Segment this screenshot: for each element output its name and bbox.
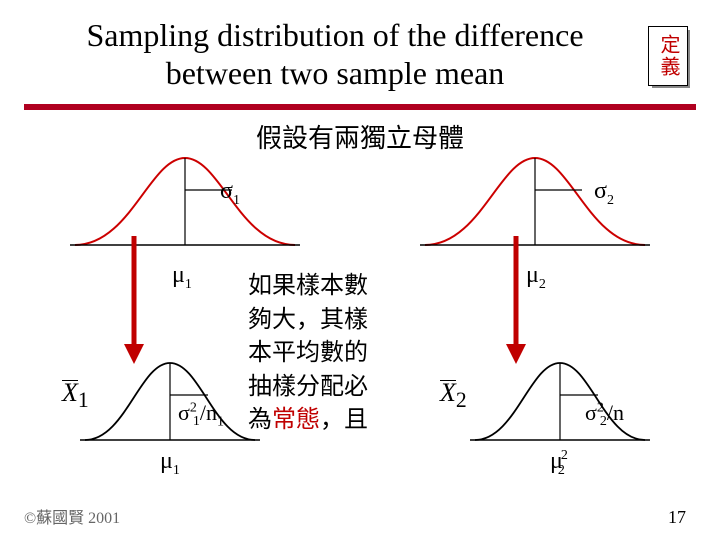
footer-page-number: 17 [668, 507, 686, 528]
center-text: 如果樣本數 夠大，其樣 本平均數的 抽樣分配必 為常態，且 [248, 270, 472, 438]
center-l5a: 為 [248, 407, 272, 433]
arrow-2 [502, 236, 530, 366]
mu1b-sub: 1 [173, 463, 180, 478]
sigma1-label: σ1 [220, 178, 240, 209]
mu1-bot-label: μ1 [160, 448, 180, 479]
sig-sym: σ [585, 400, 597, 425]
slashn: /n [200, 400, 217, 425]
mu2-top-label: μ2 [526, 262, 546, 293]
sigma1-sub: 1 [233, 193, 240, 208]
n-sub: 1 [217, 414, 224, 429]
center-line-3: 本平均數的 [248, 337, 472, 371]
mu-sym: μ [172, 262, 185, 288]
population-curve-2 [420, 150, 650, 260]
sigma-sym: σ [220, 178, 233, 204]
slide: Sampling distribution of the difference … [0, 0, 720, 540]
center-line-2: 夠大，其樣 [248, 304, 472, 338]
sigma21n1-label: σ21/n1 [178, 400, 224, 430]
center-line-5: 為常態，且 [248, 404, 472, 438]
arrow-1 [120, 236, 148, 366]
sigma-sym: σ [594, 178, 607, 204]
sig-sub: 2 [600, 414, 607, 429]
population-curve-1 [70, 150, 300, 260]
definition-box-label: 定義 [648, 26, 688, 86]
sig-sub: 1 [193, 414, 200, 429]
center-line-1: 如果樣本數 [248, 270, 472, 304]
center-l5-highlight: 常態 [272, 407, 320, 433]
sigma2-label: σ2 [594, 178, 614, 209]
sigma22n-label: σ22/n [585, 400, 624, 430]
definition-box: 定義 [648, 26, 688, 86]
mu2b-sup: 2 [561, 448, 568, 463]
slashn: /n [607, 400, 624, 425]
mu1-top-label: μ1 [172, 262, 192, 293]
title-underline [24, 104, 696, 110]
sampling-curve-1 [80, 355, 260, 455]
mu-sym: μ [526, 262, 539, 288]
sigma2-sub: 2 [607, 193, 614, 208]
xbar1-sub: 1 [78, 388, 89, 412]
center-line-4: 抽樣分配必 [248, 371, 472, 405]
slide-title: Sampling distribution of the difference … [40, 16, 630, 93]
footer-copyright: ©蘇國賢 2001 [24, 504, 120, 528]
center-l5b: ，且 [320, 407, 368, 433]
mu1-sub: 1 [185, 277, 192, 292]
x-sym: X [62, 378, 78, 407]
mu2-sub: 2 [539, 277, 546, 292]
mu-sym: μ [160, 448, 173, 474]
xbar1-label: X1 [62, 378, 89, 413]
mu2-bot-label: μ22 [550, 448, 565, 479]
sig-sym: σ [178, 400, 190, 425]
mu2b-sub: 2 [558, 463, 565, 478]
